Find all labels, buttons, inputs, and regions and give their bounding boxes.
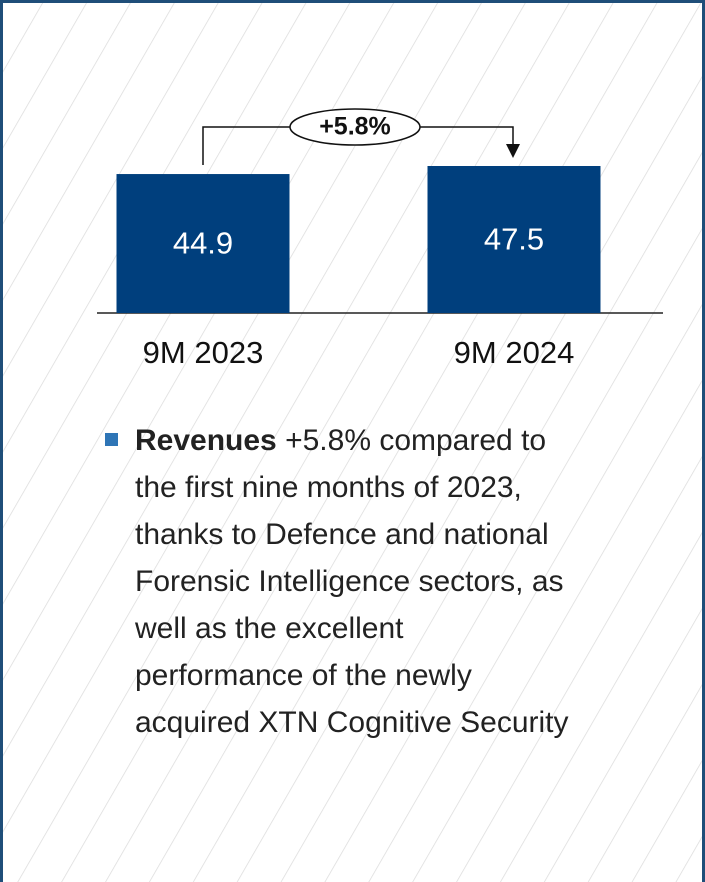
annotation-ellipse	[289, 108, 421, 146]
x-tick-label: 9M 2024	[454, 335, 575, 370]
bullet-line: acquired XTN Cognitive Security	[135, 706, 569, 739]
bullet-text: performance of the newly	[135, 659, 472, 692]
bullet-line: performance of the newly	[135, 659, 472, 692]
bullet-text: well as the excellent	[134, 612, 404, 645]
bullet-marker	[105, 433, 118, 446]
connector	[202, 126, 290, 166]
bullet-text: thanks to Defence and national	[135, 518, 549, 551]
value-label: 44.9	[173, 226, 233, 261]
x-tick-label: 9M 2023	[143, 335, 264, 370]
arrow-head	[506, 144, 520, 158]
bar	[116, 174, 290, 313]
annotation: +5.8%	[319, 113, 391, 141]
bullet-line: Forensic Intelligence sectors, as	[135, 565, 564, 598]
bullet-line: well as the excellent	[134, 612, 404, 645]
bullet-line: Revenues +5.8% compared to	[135, 424, 546, 457]
bullet-text: acquired XTN Cognitive Security	[135, 706, 569, 739]
value-label: 47.5	[484, 222, 544, 257]
bullet-bold: Revenues	[135, 424, 277, 457]
bullet-text: +5.8% compared to	[285, 424, 546, 457]
bullet-line: the first nine months of 2023,	[135, 471, 522, 504]
connector	[420, 126, 514, 146]
bullet-line: thanks to Defence and national	[135, 518, 549, 551]
bullet-text: the first nine months of 2023,	[135, 471, 522, 504]
bullet-text: Forensic Intelligence sectors, as	[135, 565, 564, 598]
bar	[427, 166, 601, 313]
